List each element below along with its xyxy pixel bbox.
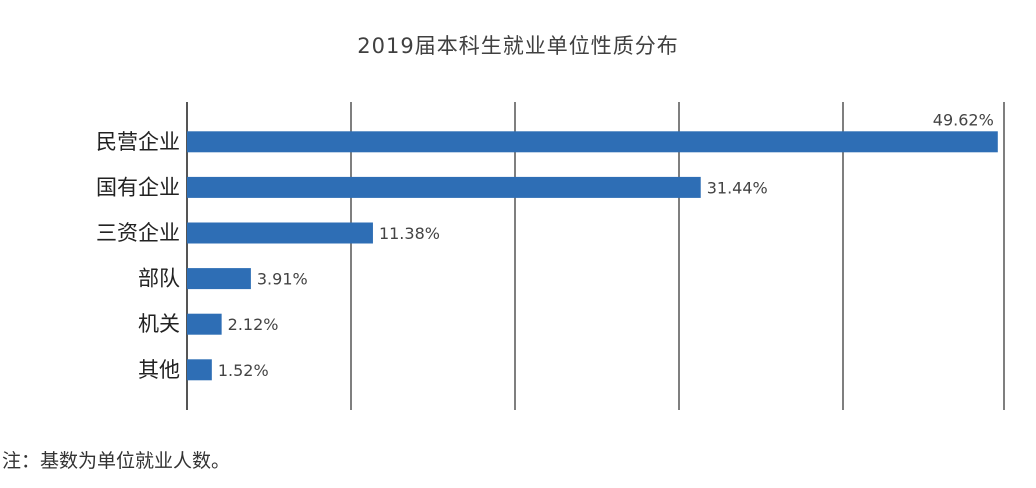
bars [187, 131, 998, 381]
data-labels: 49.62% 31.44% 11.38% 3.91% 2.12% 1.52% [218, 110, 994, 380]
data-label: 11.38% [379, 224, 440, 243]
bar [187, 176, 701, 198]
category-label: 民营企业 [96, 130, 180, 154]
chart-footnote: 注：基数为单位就业人数。 [2, 450, 231, 472]
data-label: 49.62% [933, 110, 994, 129]
category-label: 其他 [138, 358, 180, 382]
data-label: 2.12% [228, 315, 279, 334]
data-label: 1.52% [218, 361, 269, 380]
category-label: 部队 [138, 267, 180, 291]
chart-title: 2019届本科生就业单位性质分布 [357, 34, 679, 58]
bar [187, 131, 998, 153]
bar [187, 268, 251, 290]
category-label: 国有企业 [96, 175, 180, 199]
bar [187, 359, 212, 381]
category-label: 三资企业 [96, 221, 180, 245]
grid-lines [186, 102, 1005, 410]
bar [187, 313, 222, 335]
bar [187, 222, 373, 244]
category-label: 机关 [138, 312, 180, 336]
data-label: 3.91% [257, 270, 308, 289]
data-label: 31.44% [707, 178, 768, 197]
